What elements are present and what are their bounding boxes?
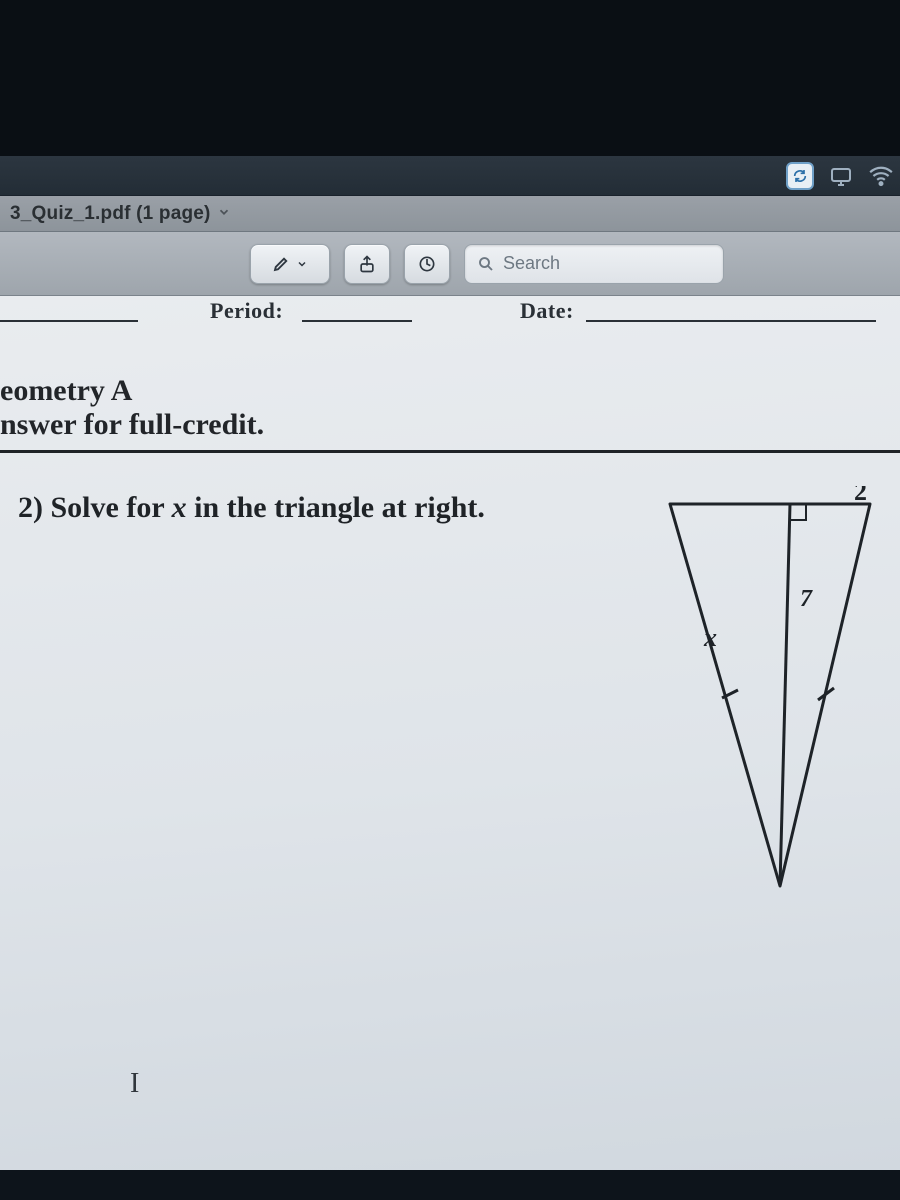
screen: 3_Quiz_1.pdf (1 page): [0, 0, 900, 1200]
course-title: eometry A: [0, 374, 900, 408]
markup-dropdown[interactable]: [250, 244, 330, 284]
svg-text:2: 2: [854, 486, 867, 506]
sync-icon[interactable]: [786, 162, 814, 190]
document-viewport[interactable]: Period: Date: eometry A nswer for full-c…: [0, 296, 900, 1170]
date-blank-line: [586, 320, 876, 322]
period-blank-line: [302, 320, 412, 322]
window-titlebar: 3_Quiz_1.pdf (1 page): [0, 196, 900, 232]
worksheet-header: Period: Date:: [0, 298, 900, 332]
text-cursor: I: [130, 1068, 139, 1100]
problem-variable: x: [172, 491, 187, 524]
pdf-page: Period: Date: eometry A nswer for full-c…: [0, 296, 900, 1170]
menu-bar: [0, 156, 900, 196]
date-label: Date:: [520, 298, 574, 324]
window-title: 3_Quiz_1.pdf (1 page): [10, 203, 211, 225]
display-icon[interactable]: [828, 163, 854, 189]
chevron-down-icon[interactable]: [217, 203, 231, 225]
period-label: Period:: [210, 298, 283, 324]
svg-text:x: x: [703, 623, 717, 652]
search-field[interactable]: Search: [464, 244, 724, 284]
triangle-figure: 2 7 x: [640, 486, 890, 906]
svg-text:7: 7: [800, 586, 813, 612]
problem-number: 2): [18, 491, 43, 524]
problem-post: in the triangle at right.: [187, 491, 485, 524]
wifi-icon[interactable]: [868, 163, 894, 189]
share-button[interactable]: [344, 244, 390, 284]
toolbar: Search: [0, 232, 900, 296]
search-icon: [477, 255, 495, 273]
name-blank-line: [0, 320, 138, 322]
highlight-button[interactable]: [404, 244, 450, 284]
divider: [0, 450, 900, 453]
top-dark-band: [0, 0, 900, 175]
problem-pre: Solve for: [43, 491, 172, 524]
bottom-dark-band: [0, 1170, 900, 1200]
search-placeholder: Search: [503, 253, 560, 274]
credit-instruction: nswer for full-credit.: [0, 408, 900, 448]
